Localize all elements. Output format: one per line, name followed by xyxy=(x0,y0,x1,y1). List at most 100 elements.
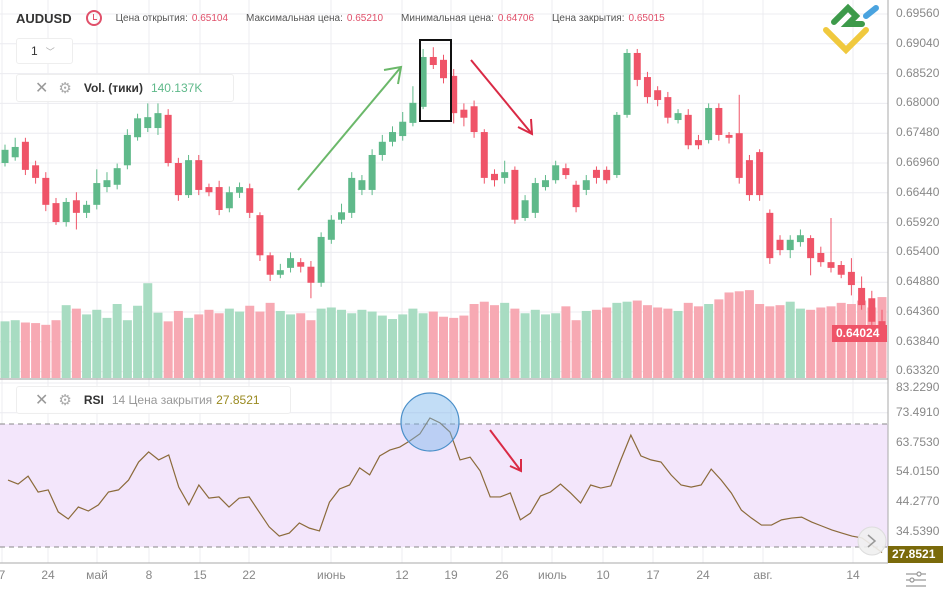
volume-bar xyxy=(765,306,775,378)
volume-bar xyxy=(785,301,795,378)
volume-bar xyxy=(306,320,316,378)
time-tick-label: 17 xyxy=(646,568,660,582)
volume-bar xyxy=(245,305,255,378)
volume-bar xyxy=(530,309,540,378)
candle-body xyxy=(174,163,182,196)
rsi-line xyxy=(7,417,883,553)
high-value: 0.65210 xyxy=(346,12,384,24)
volume-bar xyxy=(510,308,520,378)
candle-body xyxy=(715,107,723,135)
time-tick-label: июнь xyxy=(317,568,346,582)
volume-bar xyxy=(479,301,489,378)
volume-bar xyxy=(153,312,163,378)
volume-bar xyxy=(408,308,418,378)
candle-body xyxy=(674,113,682,121)
candle-body xyxy=(215,187,223,210)
rsi-tick-label: 34.5390 xyxy=(896,524,940,538)
price-tick-label: 0.66960 xyxy=(896,155,940,169)
candle-body xyxy=(868,298,876,322)
low-label: Минимальная цена: xyxy=(401,12,494,24)
volume-name: Vol. (тики) xyxy=(83,81,143,95)
volume-bar xyxy=(275,310,285,378)
volume-bar xyxy=(439,316,448,378)
time-tick-label: июль xyxy=(538,568,567,582)
gear-icon[interactable]: ⚙ xyxy=(58,80,72,97)
volume-bar xyxy=(520,313,530,378)
volume-bar xyxy=(551,313,561,378)
candle-body xyxy=(266,255,274,275)
close-icon[interactable]: ✕ xyxy=(35,80,49,97)
volume-bar xyxy=(235,311,245,378)
candle-body xyxy=(195,160,203,190)
time-tick-label: 15 xyxy=(193,568,207,582)
candle-body xyxy=(236,187,244,193)
close-icon[interactable]: ✕ xyxy=(35,392,49,409)
candle-body xyxy=(480,132,488,178)
settings-sliders-icon[interactable] xyxy=(906,571,926,587)
interval-dropdown[interactable]: 1 ﹀ xyxy=(16,38,73,64)
volume-bar xyxy=(724,292,734,378)
volume-bar xyxy=(867,307,877,378)
low-value: 0.64706 xyxy=(497,12,535,24)
volume-bar xyxy=(571,320,581,378)
candle-body xyxy=(735,133,743,178)
ohlc-header: AUDUSD Цена открытия: 0.65104 Максимальна… xyxy=(16,10,683,26)
volume-bar xyxy=(316,308,326,378)
volume-bar xyxy=(173,310,183,378)
candle-body xyxy=(511,169,519,220)
volume-bar xyxy=(184,317,194,378)
candle-body xyxy=(72,200,80,213)
rsi-peak-highlight-circle xyxy=(400,392,460,452)
interval-value: 1 xyxy=(31,44,38,58)
candle-body xyxy=(378,141,386,155)
candle-body xyxy=(756,152,764,196)
candle-body xyxy=(623,52,631,115)
candle-body xyxy=(725,134,733,138)
volume-bar xyxy=(653,307,663,378)
candle-body xyxy=(368,154,376,190)
volume-bar xyxy=(133,305,143,378)
chevron-right-icon xyxy=(867,534,877,548)
symbol-name[interactable]: AUDUSD xyxy=(16,10,72,26)
candle-body xyxy=(460,109,468,118)
price-tick-label: 0.65400 xyxy=(896,244,940,259)
volume-bar xyxy=(31,323,41,378)
rsi-name: RSI xyxy=(83,393,104,407)
chevron-down-icon: ﹀ xyxy=(45,47,55,57)
volume-bar xyxy=(704,304,714,378)
scroll-to-latest-button[interactable] xyxy=(857,526,887,556)
volume-bar xyxy=(286,314,296,378)
candle-body xyxy=(144,117,152,129)
volume-bar xyxy=(337,309,347,378)
candle-body xyxy=(807,238,815,259)
time-tick-label: 22 xyxy=(242,568,256,582)
candle-body xyxy=(847,271,855,286)
volume-bar xyxy=(296,313,306,378)
rsi-tick-label: 44.2770 xyxy=(896,494,940,509)
candle-body xyxy=(389,132,397,142)
candle-body xyxy=(103,180,111,188)
close-label: Цена закрытия: xyxy=(552,12,625,24)
volume-bar xyxy=(459,315,469,378)
volume-bars xyxy=(0,283,887,378)
candle-body xyxy=(858,287,866,306)
candle-body xyxy=(603,169,611,181)
candle-body xyxy=(256,215,264,256)
uptrend-arrow xyxy=(297,65,403,191)
clock-icon[interactable] xyxy=(85,10,102,26)
time-tick-label: 8 xyxy=(145,568,153,582)
time-tick-label: 12 xyxy=(395,568,409,582)
candle-body xyxy=(419,56,427,107)
candle-body xyxy=(429,56,437,66)
volume-bar xyxy=(744,290,754,378)
gear-icon[interactable]: ⚙ xyxy=(58,392,72,409)
volume-bar xyxy=(194,314,204,378)
candle-body xyxy=(93,183,101,205)
candle-body xyxy=(32,165,40,178)
candle-body xyxy=(42,177,50,205)
price-tick-label: 0.68000 xyxy=(896,95,940,110)
candle-body xyxy=(287,258,295,268)
volume-bar xyxy=(581,310,591,378)
price-tick-label: 0.66440 xyxy=(896,184,940,199)
